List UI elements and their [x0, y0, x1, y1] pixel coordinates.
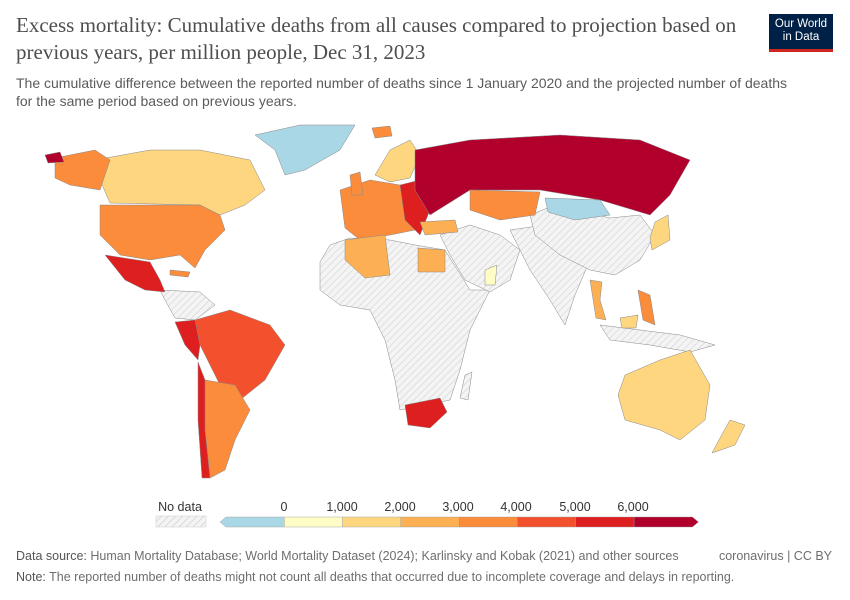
legend-tick: 4,000: [500, 500, 532, 514]
legend-color-bar: [220, 516, 699, 528]
note-label: Note:: [16, 570, 46, 584]
region-kazakhstan[interactable]: [469, 189, 541, 221]
region-cuba[interactable]: [169, 269, 191, 278]
legend-bin[interactable]: [284, 516, 343, 528]
legend-tick: 6,000: [617, 500, 649, 514]
world-map: [44, 124, 746, 479]
region-peru[interactable]: [174, 319, 201, 361]
region-egypt[interactable]: [417, 247, 446, 273]
region-scandinavia[interactable]: [374, 139, 421, 183]
region-madagascar-nodata[interactable]: [459, 371, 473, 401]
chart-header: Excess mortality: Cumulative deaths from…: [16, 12, 816, 110]
region-usa[interactable]: [99, 204, 226, 269]
legend-bin[interactable]: [575, 516, 635, 528]
owid-logo[interactable]: Our World in Data: [769, 14, 833, 52]
chart-title: Excess mortality: Cumulative deaths from…: [16, 13, 737, 64]
source-text: Human Mortality Database; World Mortalit…: [90, 549, 679, 563]
region-middle-east-nodata[interactable]: [439, 224, 521, 293]
legend-no-data-label: No data: [158, 500, 202, 514]
region-south-africa[interactable]: [404, 397, 448, 429]
legend-bin[interactable]: [400, 516, 460, 528]
region-indonesia-nodata[interactable]: [599, 324, 716, 353]
legend-no-data-swatch: [155, 515, 207, 528]
region-alaska[interactable]: [54, 149, 111, 191]
region-iceland[interactable]: [371, 125, 393, 139]
region-australia[interactable]: [617, 349, 711, 441]
region-chile[interactable]: [197, 361, 211, 479]
legend-tick: 5,000: [559, 500, 591, 514]
legend-tick: 2,000: [384, 500, 416, 514]
region-latin-north-nodata[interactable]: [159, 289, 216, 321]
region-brazil[interactable]: [194, 309, 286, 401]
region-alaska-tip[interactable]: [44, 151, 65, 164]
region-canada[interactable]: [94, 149, 266, 216]
region-oman[interactable]: [484, 264, 498, 286]
legend-bin[interactable]: [458, 516, 518, 528]
legend-tick: 0: [280, 500, 288, 514]
region-uk[interactable]: [349, 171, 364, 196]
region-new-zealand[interactable]: [711, 419, 746, 454]
footer-note-text: Note: The reported number of deaths migh…: [16, 569, 734, 585]
note-text: The reported number of deaths might not …: [49, 570, 735, 584]
region-mexico[interactable]: [104, 254, 166, 293]
footer-source-row: Data source: Human Mortality Database; W…: [16, 548, 832, 564]
region-japan[interactable]: [649, 214, 671, 251]
license-text[interactable]: coronavirus | CC BY: [718, 549, 832, 563]
region-philippines[interactable]: [637, 289, 656, 326]
legend-bin[interactable]: [220, 516, 285, 528]
region-greenland[interactable]: [254, 124, 356, 176]
region-turkey[interactable]: [419, 219, 459, 236]
source-label: Data source:: [16, 549, 87, 563]
region-africa-nodata[interactable]: [319, 237, 491, 411]
region-russia[interactable]: [414, 134, 691, 216]
legend-tick: 1,000: [326, 500, 358, 514]
footer-source: Data source: Human Mortality Database; W…: [16, 548, 679, 564]
region-thailand[interactable]: [589, 279, 607, 321]
region-malaysia[interactable]: [619, 314, 639, 329]
legend-tick: 3,000: [442, 500, 474, 514]
legend-bin[interactable]: [517, 516, 576, 528]
legend-bin[interactable]: [633, 516, 699, 528]
chart-subtitle: The cumulative difference between the re…: [16, 75, 788, 109]
footer-note: Note: The reported number of deaths migh…: [16, 569, 832, 585]
region-mongolia[interactable]: [544, 197, 611, 221]
region-algeria[interactable]: [344, 234, 391, 279]
legend-bin[interactable]: [342, 516, 402, 528]
